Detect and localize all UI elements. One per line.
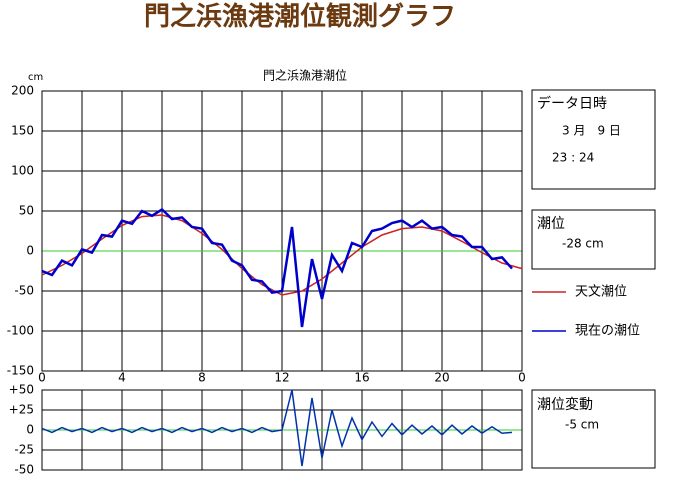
tide-panel (531, 209, 656, 270)
y-tick-label: -50 (14, 284, 34, 298)
plot-frame (41, 90, 523, 372)
x-tick-label: 16 (354, 371, 369, 385)
x-tick-label: 8 (198, 371, 206, 385)
time: 23 : 24 (552, 151, 594, 165)
series-line (41, 389, 513, 467)
y-tick-label: 0 (26, 244, 34, 258)
series-line (41, 207, 513, 328)
tide-label: 潮位 (537, 216, 565, 232)
date: 3 月 9 日 (562, 124, 621, 138)
change: -5 cm (565, 418, 599, 432)
plot-frame (41, 389, 523, 471)
y-tick-label: 150 (11, 124, 34, 138)
y-tick-label: -100 (7, 324, 34, 338)
y-tick-label: +50 (9, 383, 34, 397)
y-tick-label: -50 (14, 463, 34, 477)
y-tick-label: 50 (19, 204, 34, 218)
y-unit: cm (28, 72, 43, 83)
x-tick-label: 12 (274, 371, 289, 385)
x-tick-label: 0 (38, 371, 46, 385)
chart-title: 門之浜漁港潮位 (263, 68, 347, 83)
change-panel (531, 389, 656, 469)
date-label: データ日時 (537, 95, 607, 112)
y-tick-label: -25 (14, 443, 34, 457)
legend-label: 天文潮位 (575, 285, 627, 300)
y-tick-label: 200 (11, 84, 34, 98)
x-tick-label: 4 (118, 371, 126, 385)
y-tick-label: 100 (11, 164, 34, 178)
x-tick-label: 20 (434, 371, 449, 385)
y-tick-label: 0 (26, 423, 34, 437)
series-line (41, 214, 523, 296)
x-tick-label: 0 (518, 371, 526, 385)
page-title: 門之浜漁港潮位観測グラフ (144, 1, 456, 32)
y-tick-label: +25 (9, 403, 34, 417)
tide: -28 cm (562, 237, 604, 251)
date-panel (531, 89, 656, 190)
change-label: 潮位変動 (537, 396, 593, 413)
y-tick-label: -150 (7, 364, 34, 378)
legend-label: 現在の潮位 (575, 324, 640, 339)
